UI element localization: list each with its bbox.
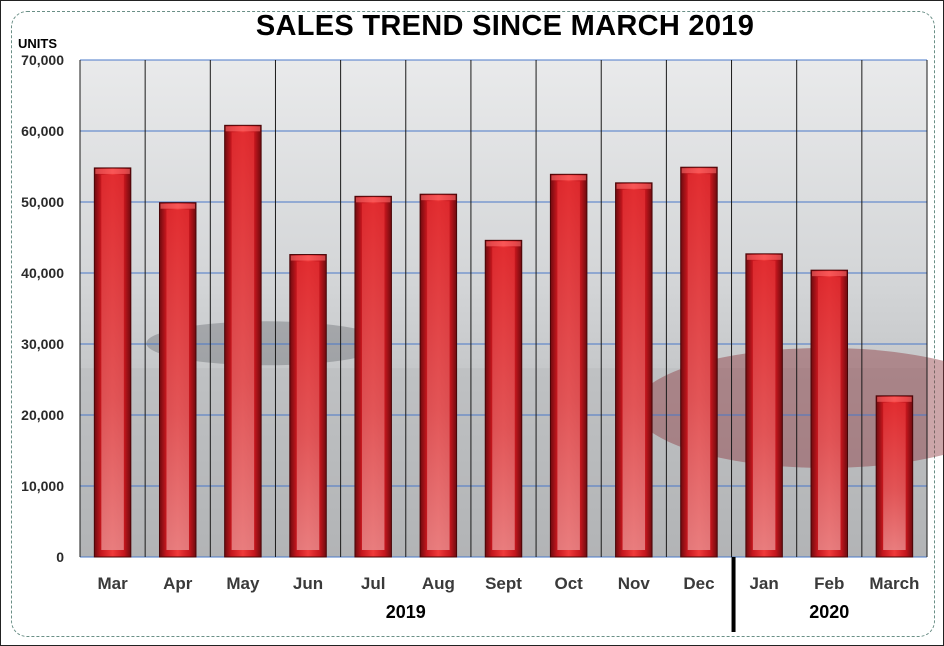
bar-face: [231, 132, 255, 550]
bar-face: [557, 181, 580, 550]
bar-face: [492, 247, 515, 550]
x-tick-label: Nov: [618, 574, 651, 593]
bar: [615, 182, 653, 558]
x-tick-label: Jan: [749, 574, 778, 593]
bar: [484, 239, 523, 558]
bar: [289, 254, 327, 558]
bar: [680, 166, 718, 558]
bar: [875, 395, 914, 558]
bar-top-highlight: [160, 203, 195, 209]
x-tick-label: Apr: [163, 574, 193, 593]
bar-top-highlight: [746, 254, 782, 260]
group-label: 2019: [386, 602, 426, 622]
bar-top-highlight: [95, 168, 130, 174]
y-tick-label: 40,000: [21, 265, 64, 281]
bar-top-highlight: [421, 195, 456, 201]
chart-title: SALES TREND SINCE MARCH 2019: [255, 10, 755, 42]
bar-face: [166, 209, 189, 550]
bar-top-highlight: [812, 271, 847, 277]
x-tick-label: Oct: [554, 574, 583, 593]
gridlines: [79, 59, 928, 558]
bar-face: [752, 260, 776, 550]
bar: [745, 253, 783, 558]
bar: [93, 167, 132, 558]
bar-face: [687, 174, 711, 550]
y-tick-label: 0: [56, 549, 64, 565]
group-label: 2020: [809, 602, 849, 622]
y-tick-label: 70,000: [21, 52, 64, 68]
y-tick-label: 10,000: [21, 478, 64, 494]
bar-face: [818, 277, 841, 550]
y-tick-label: 30,000: [21, 336, 64, 352]
bar-top-highlight: [551, 175, 586, 181]
x-tick-label: Feb: [814, 574, 844, 593]
x-tick-label: Jul: [361, 574, 386, 593]
x-tick-label: May: [226, 574, 260, 593]
bar-face: [361, 203, 385, 550]
y-axis-unit-label: UNITS: [18, 36, 57, 51]
bar-face: [883, 402, 906, 550]
bar-top-highlight: [681, 168, 717, 174]
bar-face: [427, 201, 450, 550]
bar: [419, 193, 458, 558]
y-axis-ticks: 0 10,000 20,000 30,000 40,000 50,000 60,000 70,…: [21, 52, 64, 565]
bar: [810, 269, 849, 558]
bar-top-highlight: [290, 255, 326, 261]
bars: [93, 124, 914, 558]
x-tick-label: Dec: [683, 574, 714, 593]
bar: [354, 195, 392, 558]
x-tick-label: March: [869, 574, 919, 593]
y-tick-label: 60,000: [21, 123, 64, 139]
bar: [158, 202, 197, 558]
x-tick-label: Jun: [293, 574, 323, 593]
bar-top-highlight: [486, 241, 521, 247]
x-tick-label: Aug: [422, 574, 455, 593]
chart-border: [11, 11, 935, 637]
bar-top-highlight: [225, 126, 261, 132]
bar: [549, 173, 588, 558]
bar-top-highlight: [877, 396, 912, 402]
bar-face: [296, 261, 320, 550]
bar-top-highlight: [616, 183, 652, 189]
x-axis-ticks: Mar Apr May Jun Jul Aug Sept Oct Nov Dec Jan Feb Mar…: [97, 574, 919, 593]
y-tick-label: 20,000: [21, 407, 64, 423]
y-tick-label: 50,000: [21, 194, 64, 210]
bar-top-highlight: [355, 197, 391, 203]
x-tick-label: Mar: [97, 574, 128, 593]
bar-face: [622, 189, 646, 550]
x-axis-groups: 2019 2020: [386, 557, 849, 632]
x-tick-label: Sept: [485, 574, 522, 593]
bar: [224, 124, 262, 558]
bar-face: [101, 174, 124, 551]
